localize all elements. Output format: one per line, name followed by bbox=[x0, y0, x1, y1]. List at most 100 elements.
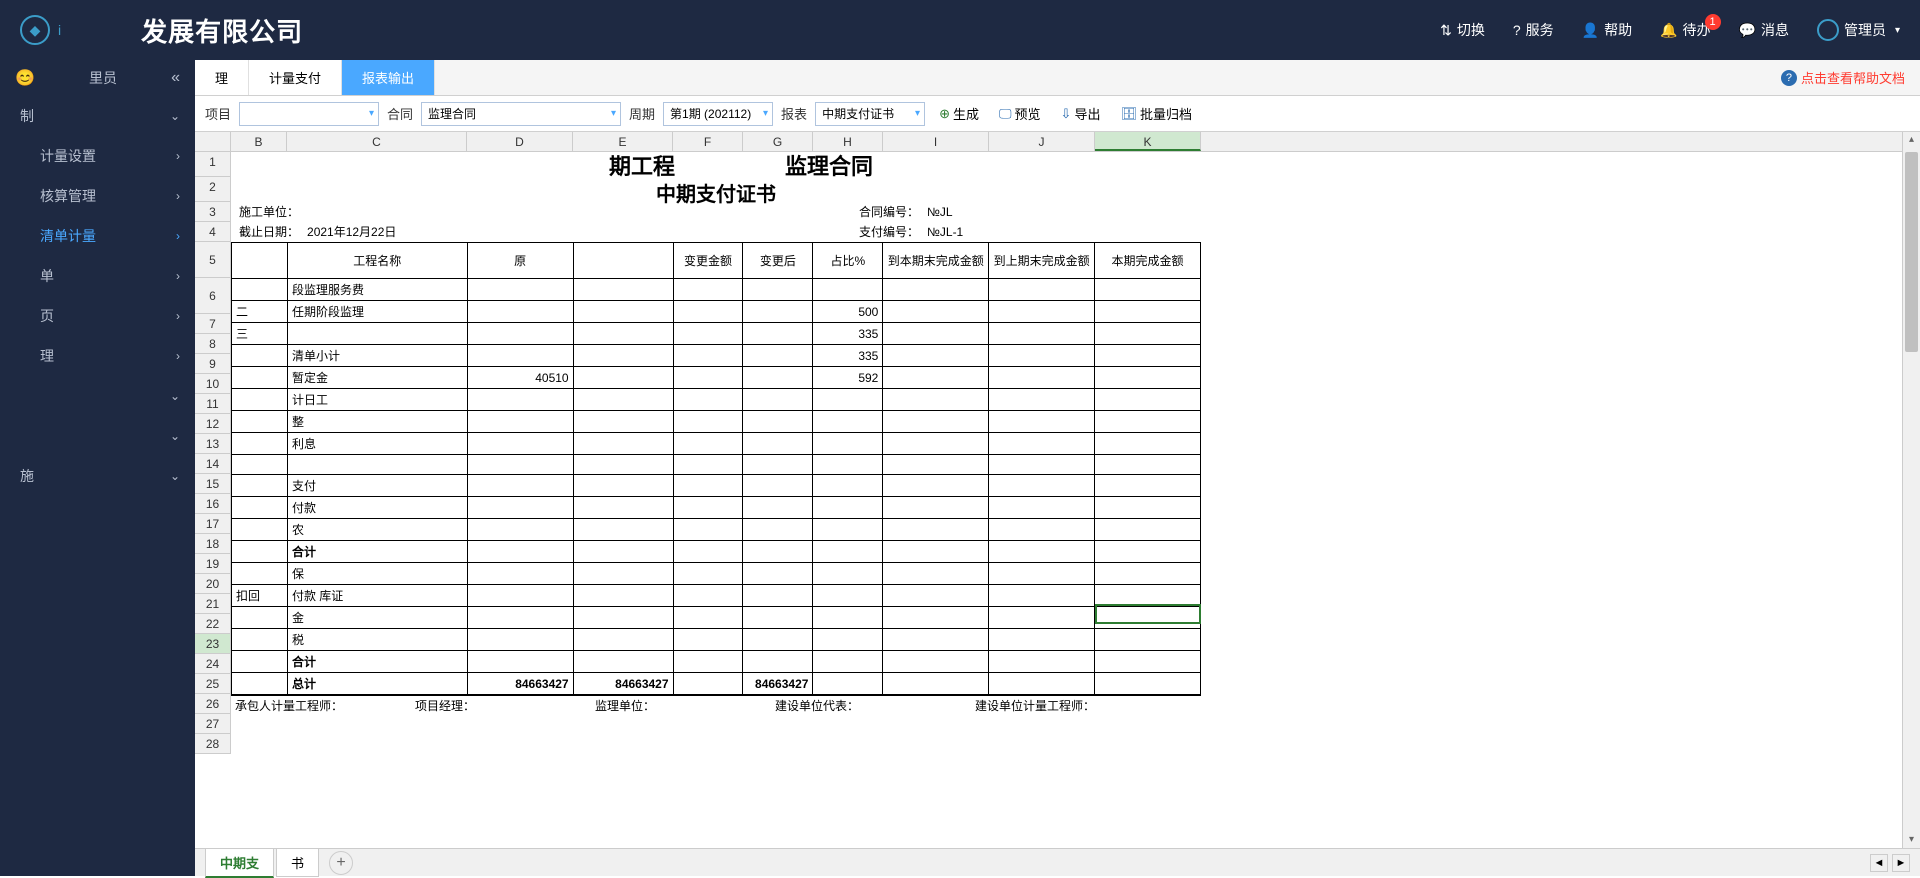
row-header[interactable]: 17 bbox=[195, 514, 231, 534]
spreadsheet: BCDEFGHIJK 12345678910111213141516171819… bbox=[195, 132, 1920, 848]
row-header[interactable]: 6 bbox=[195, 278, 231, 314]
row-header[interactable]: 2 bbox=[195, 177, 231, 202]
column-header[interactable]: F bbox=[673, 132, 743, 151]
help-doc-link[interactable]: ? 点击查看帮助文档 bbox=[1766, 60, 1920, 95]
sidebar-item[interactable]: ⌄ bbox=[0, 416, 195, 456]
table-row: 总计846634278466342784663427 bbox=[232, 673, 1201, 695]
sidebar-item[interactable]: 施⌄ bbox=[0, 456, 195, 496]
table-row: 扣回付款 库证 bbox=[232, 585, 1201, 607]
tabs-row: 理计量支付报表输出 ? 点击查看帮助文档 bbox=[195, 60, 1920, 96]
tab[interactable]: 报表输出 bbox=[342, 60, 435, 95]
row-header[interactable]: 20 bbox=[195, 574, 231, 594]
message-button[interactable]: 💬消息 bbox=[1739, 20, 1789, 40]
table-row: 三335 bbox=[232, 323, 1201, 345]
row-header[interactable]: 4 bbox=[195, 222, 231, 242]
sheet-tab-2[interactable]: 书 bbox=[276, 848, 319, 877]
service-button[interactable]: ?服务 bbox=[1513, 20, 1554, 40]
vertical-scrollbar[interactable]: ▴ ▾ bbox=[1902, 132, 1920, 848]
row-header[interactable]: 23 bbox=[195, 634, 231, 654]
doc-subtitle: 中期支付证书 bbox=[231, 178, 1201, 202]
sidebar-item[interactable]: 页› bbox=[0, 296, 195, 336]
scroll-right[interactable]: ► bbox=[1892, 854, 1910, 872]
row-header[interactable]: 7 bbox=[195, 314, 231, 334]
table-row: 利息 bbox=[232, 433, 1201, 455]
table-row: 保 bbox=[232, 563, 1201, 585]
table-row: 整 bbox=[232, 411, 1201, 433]
sidebar-item[interactable]: 核算管理› bbox=[0, 176, 195, 216]
row-header[interactable]: 9 bbox=[195, 354, 231, 374]
row-header[interactable]: 24 bbox=[195, 654, 231, 674]
sidebar-item[interactable]: 清单计量› bbox=[0, 216, 195, 256]
todo-badge: 1 bbox=[1705, 14, 1721, 30]
logo-icon: ◆ bbox=[20, 15, 50, 45]
tab[interactable]: 计量支付 bbox=[249, 60, 342, 95]
row-header[interactable]: 22 bbox=[195, 614, 231, 634]
period-label: 周期 bbox=[629, 104, 655, 123]
row-header[interactable]: 1 bbox=[195, 152, 231, 177]
report-select[interactable]: 中期支付证书 bbox=[815, 102, 925, 126]
row-header[interactable]: 19 bbox=[195, 554, 231, 574]
batch-button[interactable]: 🗄批量归档 bbox=[1114, 104, 1198, 123]
row-header[interactable]: 14 bbox=[195, 454, 231, 474]
admin-menu[interactable]: 管理员▾ bbox=[1817, 19, 1900, 41]
smiley-icon: 😊 bbox=[15, 68, 35, 88]
row-header[interactable]: 3 bbox=[195, 202, 231, 222]
table-row: 金 bbox=[232, 607, 1201, 629]
row-header[interactable]: 26 bbox=[195, 694, 231, 714]
sidebar-item[interactable]: 制⌄ bbox=[0, 96, 195, 136]
header-nav: ⇅切换 ?服务 👤帮助 🔔待办1 💬消息 管理员▾ bbox=[1440, 19, 1900, 41]
export-button[interactable]: ⇩导出 bbox=[1055, 104, 1107, 123]
row-header[interactable]: 11 bbox=[195, 394, 231, 414]
help-button[interactable]: 👤帮助 bbox=[1582, 20, 1632, 40]
admin-icon bbox=[1817, 19, 1839, 41]
row-header[interactable]: 10 bbox=[195, 374, 231, 394]
generate-button[interactable]: ⊕生成 bbox=[933, 104, 985, 123]
row-header[interactable]: 28 bbox=[195, 734, 231, 754]
row-header[interactable]: 27 bbox=[195, 714, 231, 734]
row-header[interactable]: 16 bbox=[195, 494, 231, 514]
row-header[interactable]: 13 bbox=[195, 434, 231, 454]
contract-select[interactable]: 监理合同 bbox=[421, 102, 621, 126]
scroll-left[interactable]: ◄ bbox=[1870, 854, 1888, 872]
collapse-icon[interactable]: « bbox=[171, 69, 180, 87]
sheet-tab-active[interactable]: 中期支 bbox=[205, 848, 274, 878]
footer-2: 项目经理： bbox=[411, 696, 591, 719]
table-row: 付款 bbox=[232, 497, 1201, 519]
table-row: 税 bbox=[232, 629, 1201, 651]
table-row: 合计 bbox=[232, 541, 1201, 563]
column-header[interactable]: D bbox=[467, 132, 573, 151]
column-header[interactable]: B bbox=[231, 132, 287, 151]
column-headers: BCDEFGHIJK bbox=[195, 132, 1902, 152]
add-sheet-button[interactable]: + bbox=[329, 851, 353, 875]
pay-no: 支付编号：№JL-1 bbox=[851, 222, 971, 242]
table-row: 农 bbox=[232, 519, 1201, 541]
row-header[interactable]: 25 bbox=[195, 674, 231, 694]
sidebar-item[interactable]: 单› bbox=[0, 256, 195, 296]
preview-button[interactable]: 🖵预览 bbox=[993, 104, 1047, 123]
row-header[interactable]: 12 bbox=[195, 414, 231, 434]
switch-button[interactable]: ⇅切换 bbox=[1440, 20, 1485, 40]
table-row bbox=[232, 455, 1201, 475]
column-header[interactable]: I bbox=[883, 132, 989, 151]
cells-area: 期工程 监理合同 中期支付证书 施工单位： 合同编号：№JL 截止日期：2021… bbox=[231, 152, 1201, 754]
row-header[interactable]: 18 bbox=[195, 534, 231, 554]
column-header[interactable]: J bbox=[989, 132, 1095, 151]
row-header[interactable]: 15 bbox=[195, 474, 231, 494]
tab[interactable]: 理 bbox=[195, 60, 249, 95]
project-label: 项目 bbox=[205, 104, 231, 123]
sidebar-item[interactable]: ⌄ bbox=[0, 376, 195, 416]
row-header[interactable]: 21 bbox=[195, 594, 231, 614]
sidebar-item[interactable]: 计量设置› bbox=[0, 136, 195, 176]
project-select[interactable] bbox=[239, 102, 379, 126]
row-header[interactable]: 8 bbox=[195, 334, 231, 354]
sidebar: 😊 里员 « 制⌄计量设置›核算管理›清单计量›单›页›理›⌄⌄施⌄ bbox=[0, 60, 195, 876]
column-header[interactable]: K bbox=[1095, 132, 1201, 151]
sheet-grid[interactable]: BCDEFGHIJK 12345678910111213141516171819… bbox=[195, 132, 1902, 848]
column-header[interactable]: C bbox=[287, 132, 467, 151]
row-header[interactable]: 5 bbox=[195, 242, 231, 278]
table-row: 段监理服务费 bbox=[232, 279, 1201, 301]
period-select[interactable]: 第1期 (202112) bbox=[663, 102, 773, 126]
top-header: ◆ i 发展有限公司 ⇅切换 ?服务 👤帮助 🔔待办1 💬消息 管理员▾ bbox=[0, 0, 1920, 60]
todo-button[interactable]: 🔔待办1 bbox=[1660, 20, 1710, 40]
sidebar-item[interactable]: 理› bbox=[0, 336, 195, 376]
